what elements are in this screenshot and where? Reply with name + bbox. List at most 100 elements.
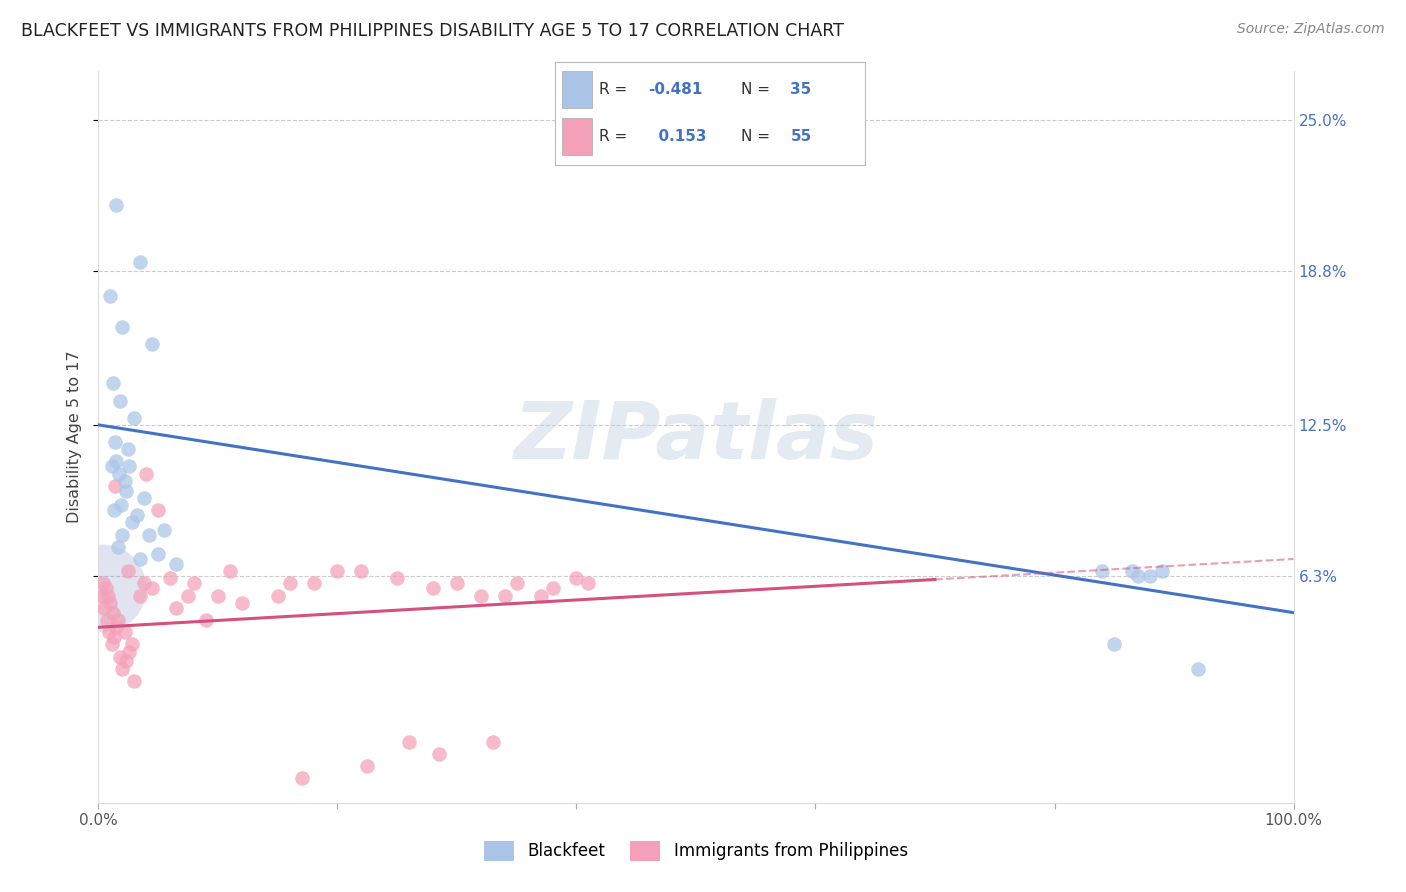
Point [104,479,127,493]
Point [111,527,134,541]
Point [125,508,148,522]
Point [101,606,124,620]
Point [104,434,127,449]
Point [148,547,170,561]
Point [446,576,468,591]
Text: BLACKFEET VS IMMIGRANTS FROM PHILIPPINES DISABILITY AGE 5 TO 17 CORRELATION CHAR: BLACKFEET VS IMMIGRANTS FROM PHILIPPINES… [21,22,844,40]
Text: R =: R = [599,128,631,144]
Point [117,442,139,457]
Point [1187,662,1209,676]
Point [103,630,125,644]
Point [93,600,115,615]
Point [141,337,163,351]
Point [103,503,125,517]
Point [97,589,120,603]
Point [148,503,170,517]
Point [195,613,218,627]
Point [356,759,378,773]
Text: ZIPatlas: ZIPatlas [513,398,879,476]
Text: -0.481: -0.481 [648,81,703,96]
Point [541,581,564,595]
Point [91,576,114,591]
Point [91,589,114,603]
Point [153,523,176,537]
Point [291,772,314,786]
Point [267,589,290,603]
Point [114,625,136,640]
Point [111,662,134,676]
Point [110,499,132,513]
Point [101,376,124,391]
Point [470,589,492,603]
Point [427,747,450,761]
Point [1104,637,1126,651]
Point [94,581,117,595]
Point [107,540,129,554]
Point [183,576,205,591]
Text: 55: 55 [790,128,811,144]
Point [207,589,229,603]
Point [422,581,444,595]
Point [118,645,141,659]
Point [108,649,131,664]
Point [105,198,128,212]
Point [326,564,349,578]
Point [1152,564,1174,578]
Text: Source: ZipAtlas.com: Source: ZipAtlas.com [1237,22,1385,37]
Point [494,589,516,603]
Point [1121,564,1143,578]
Point [100,637,122,651]
Point [159,572,181,586]
Point [98,288,122,302]
Point [91,581,114,595]
Point [530,589,553,603]
Legend: Blackfeet, Immigrants from Philippines: Blackfeet, Immigrants from Philippines [478,834,914,868]
Point [124,410,146,425]
Point [350,564,373,578]
Point [107,613,129,627]
Point [124,673,146,688]
FancyBboxPatch shape [561,70,592,108]
Text: 35: 35 [790,81,811,96]
Point [105,620,128,634]
Point [135,467,157,481]
Point [132,576,155,591]
Point [129,254,152,268]
Point [98,596,122,610]
Point [278,576,301,591]
Point [129,552,152,566]
Point [96,613,118,627]
Point [107,467,129,481]
Point [115,654,138,668]
Point [398,735,420,749]
Point [115,483,138,498]
Point [138,527,160,541]
Point [121,516,143,530]
Point [105,454,128,468]
Point [129,589,152,603]
Point [111,320,134,334]
Point [108,393,131,408]
Point [165,600,187,615]
FancyBboxPatch shape [561,118,592,155]
Text: N =: N = [741,128,775,144]
Point [1128,569,1150,583]
Point [121,637,143,651]
Point [100,459,122,474]
Point [231,596,253,610]
Point [565,572,588,586]
Point [1139,569,1161,583]
Point [506,576,529,591]
Point [482,735,505,749]
Point [177,589,200,603]
Point [1091,564,1114,578]
Point [98,625,121,640]
Y-axis label: Disability Age 5 to 17: Disability Age 5 to 17 [67,351,83,524]
Point [114,474,136,488]
Point [302,576,325,591]
Text: 0.153: 0.153 [648,128,707,144]
Point [165,557,187,571]
Point [141,581,163,595]
Point [118,459,141,474]
Point [578,576,600,591]
